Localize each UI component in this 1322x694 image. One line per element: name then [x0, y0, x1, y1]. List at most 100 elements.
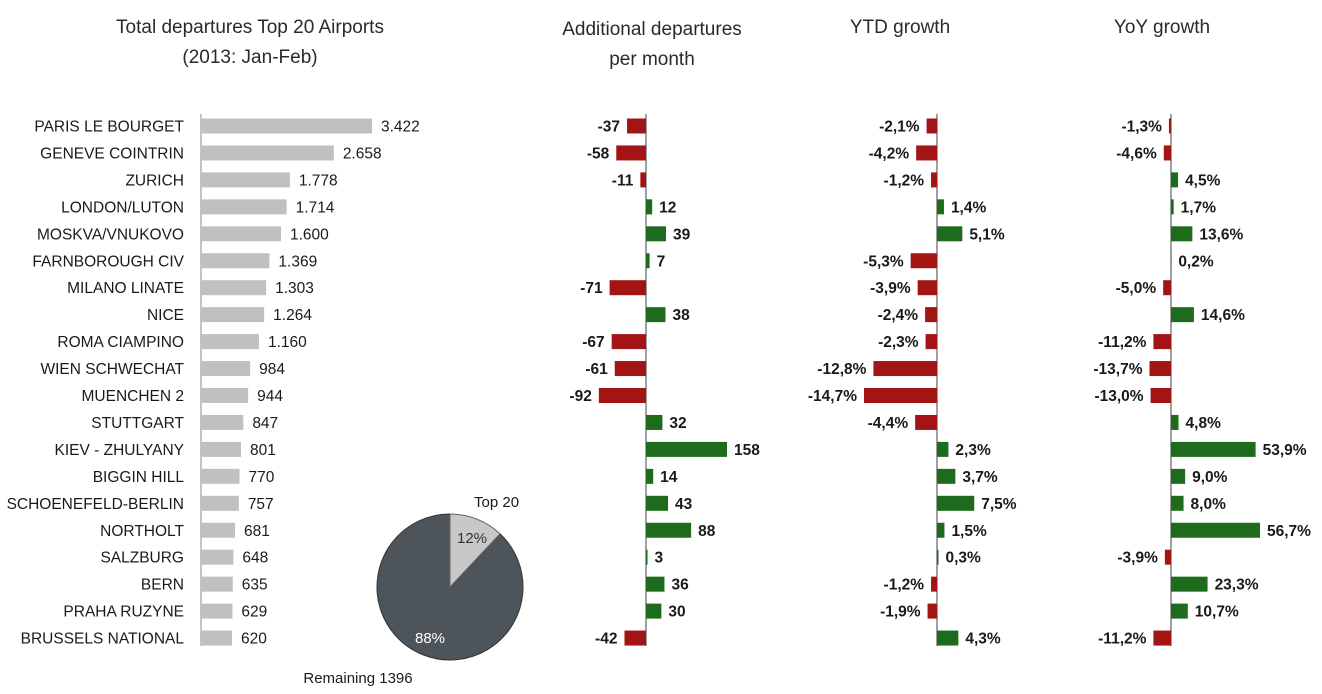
airport-label: BRUSSELS NATIONAL	[21, 631, 185, 648]
yoy-bar	[1153, 334, 1171, 350]
total-value-label: 1.160	[268, 334, 307, 351]
yoy-bar	[1149, 361, 1171, 377]
yoy-value-label: 9,0%	[1192, 469, 1228, 486]
airport-label: BIGGIN HILL	[93, 469, 185, 486]
ytd-bar	[873, 361, 937, 377]
pie-pct-remaining: 88%	[415, 630, 445, 647]
airport-label: PRAHA RUZYNE	[63, 604, 184, 621]
ytd-value-label: 1,5%	[951, 523, 987, 540]
total-bar	[201, 414, 244, 430]
yoy-bar	[1171, 495, 1184, 511]
ytd-value-label: -4,2%	[869, 145, 910, 162]
total-bar	[201, 468, 240, 484]
yoy-bar	[1163, 145, 1171, 161]
ytd-bar	[937, 495, 975, 511]
yoy-value-label: -11,2%	[1098, 334, 1146, 351]
total-value-label: 1.303	[275, 280, 314, 297]
yoy-value-label: -5,0%	[1116, 280, 1157, 297]
yoy-bar	[1171, 522, 1260, 538]
yoy-value-label: -11,2%	[1098, 631, 1146, 648]
pie-label-remaining: Remaining 1396	[303, 670, 412, 687]
additional-bar	[598, 388, 646, 403]
pie-label-top20: Top 20	[474, 494, 519, 511]
total-bar	[201, 199, 287, 215]
ytd-bar	[910, 253, 937, 269]
ytd-value-label: -12,8%	[817, 361, 866, 378]
airport-label: SALZBURG	[100, 550, 184, 567]
airport-label: WIEN SCHWECHAT	[40, 361, 184, 378]
title-ytd-line1: YTD growth	[849, 17, 951, 38]
total-bar	[201, 172, 290, 188]
ytd-bar	[925, 334, 937, 350]
yoy-value-label: 13,6%	[1199, 226, 1243, 243]
airport-label: MOSKVA/VNUKOVO	[37, 226, 184, 243]
yoy-value-label: 10,7%	[1195, 604, 1239, 621]
total-bar	[201, 253, 270, 269]
airport-label: GENEVE COINTRIN	[40, 145, 184, 162]
additional-bar	[646, 307, 666, 323]
yoy-value-label: 0,2%	[1178, 253, 1214, 270]
yoy-value-label: -13,0%	[1094, 388, 1143, 405]
additional-value-label: 30	[668, 604, 685, 621]
airport-label: MUENCHEN 2	[82, 388, 184, 405]
ytd-bar	[915, 414, 937, 430]
title-additional-line1: Additional departures	[562, 19, 742, 40]
additional-bar	[646, 495, 669, 511]
ytd-value-label: -5,3%	[863, 253, 904, 270]
airport-label: NORTHOLT	[100, 523, 184, 540]
airport-label: SCHOENEFELD-BERLIN	[7, 496, 184, 513]
ytd-value-label: 2,3%	[955, 442, 991, 459]
total-bar	[201, 307, 265, 323]
yoy-bar	[1171, 468, 1186, 484]
total-value-label: 801	[250, 442, 276, 459]
additional-value-label: 14	[660, 469, 678, 486]
additional-value-label: 158	[734, 442, 760, 459]
airport-label: BERN	[141, 577, 184, 594]
total-value-label: 770	[248, 469, 274, 486]
total-value-label: 2.658	[343, 145, 382, 162]
yoy-value-label: 4,8%	[1186, 415, 1222, 432]
total-value-label: 1.600	[290, 226, 329, 243]
additional-value-label: 39	[673, 226, 691, 243]
ytd-value-label: 3,7%	[962, 469, 998, 486]
additional-value-label: 12	[659, 199, 676, 216]
yoy-value-label: 14,6%	[1201, 307, 1245, 324]
total-bar	[201, 441, 242, 457]
title-yoy-growth: YoY growth	[1062, 13, 1262, 43]
total-value-label: 1.778	[299, 172, 338, 189]
title-yoy-line1: YoY growth	[1113, 17, 1211, 38]
ytd-bar	[937, 441, 949, 457]
ytd-bar	[927, 603, 937, 619]
ytd-bar	[937, 522, 945, 538]
additional-bar	[646, 468, 654, 484]
additional-value-label: -58	[587, 145, 610, 162]
additional-bar	[609, 280, 646, 296]
total-value-label: 629	[241, 604, 267, 621]
ytd-bar	[917, 280, 937, 296]
ytd-value-label: -3,9%	[870, 280, 911, 297]
additional-bar	[646, 522, 692, 538]
ytd-bar	[864, 388, 937, 403]
additional-bar	[611, 334, 646, 350]
additional-bar	[646, 441, 727, 457]
additional-bar	[627, 118, 646, 134]
additional-value-label: -37	[598, 119, 620, 136]
additional-bar	[624, 630, 646, 646]
ytd-value-label: -14,7%	[808, 388, 857, 405]
additional-value-label: -11	[612, 172, 634, 189]
yoy-bar	[1168, 118, 1171, 134]
total-bar	[201, 495, 239, 511]
total-value-label: 984	[259, 361, 285, 378]
yoy-bar	[1171, 172, 1179, 188]
airport-label: NICE	[147, 307, 184, 324]
total-bar	[201, 118, 372, 134]
additional-value-label: 32	[669, 415, 686, 432]
additional-bar	[646, 603, 662, 619]
ytd-bar	[931, 172, 937, 188]
additional-value-label: 88	[698, 523, 716, 540]
yoy-bar	[1171, 414, 1179, 430]
yoy-value-label: 8,0%	[1191, 496, 1227, 513]
title-additional-departures: Additional departures per month	[520, 15, 784, 75]
title-additional-line2: per month	[609, 49, 695, 70]
total-bar	[201, 603, 233, 619]
